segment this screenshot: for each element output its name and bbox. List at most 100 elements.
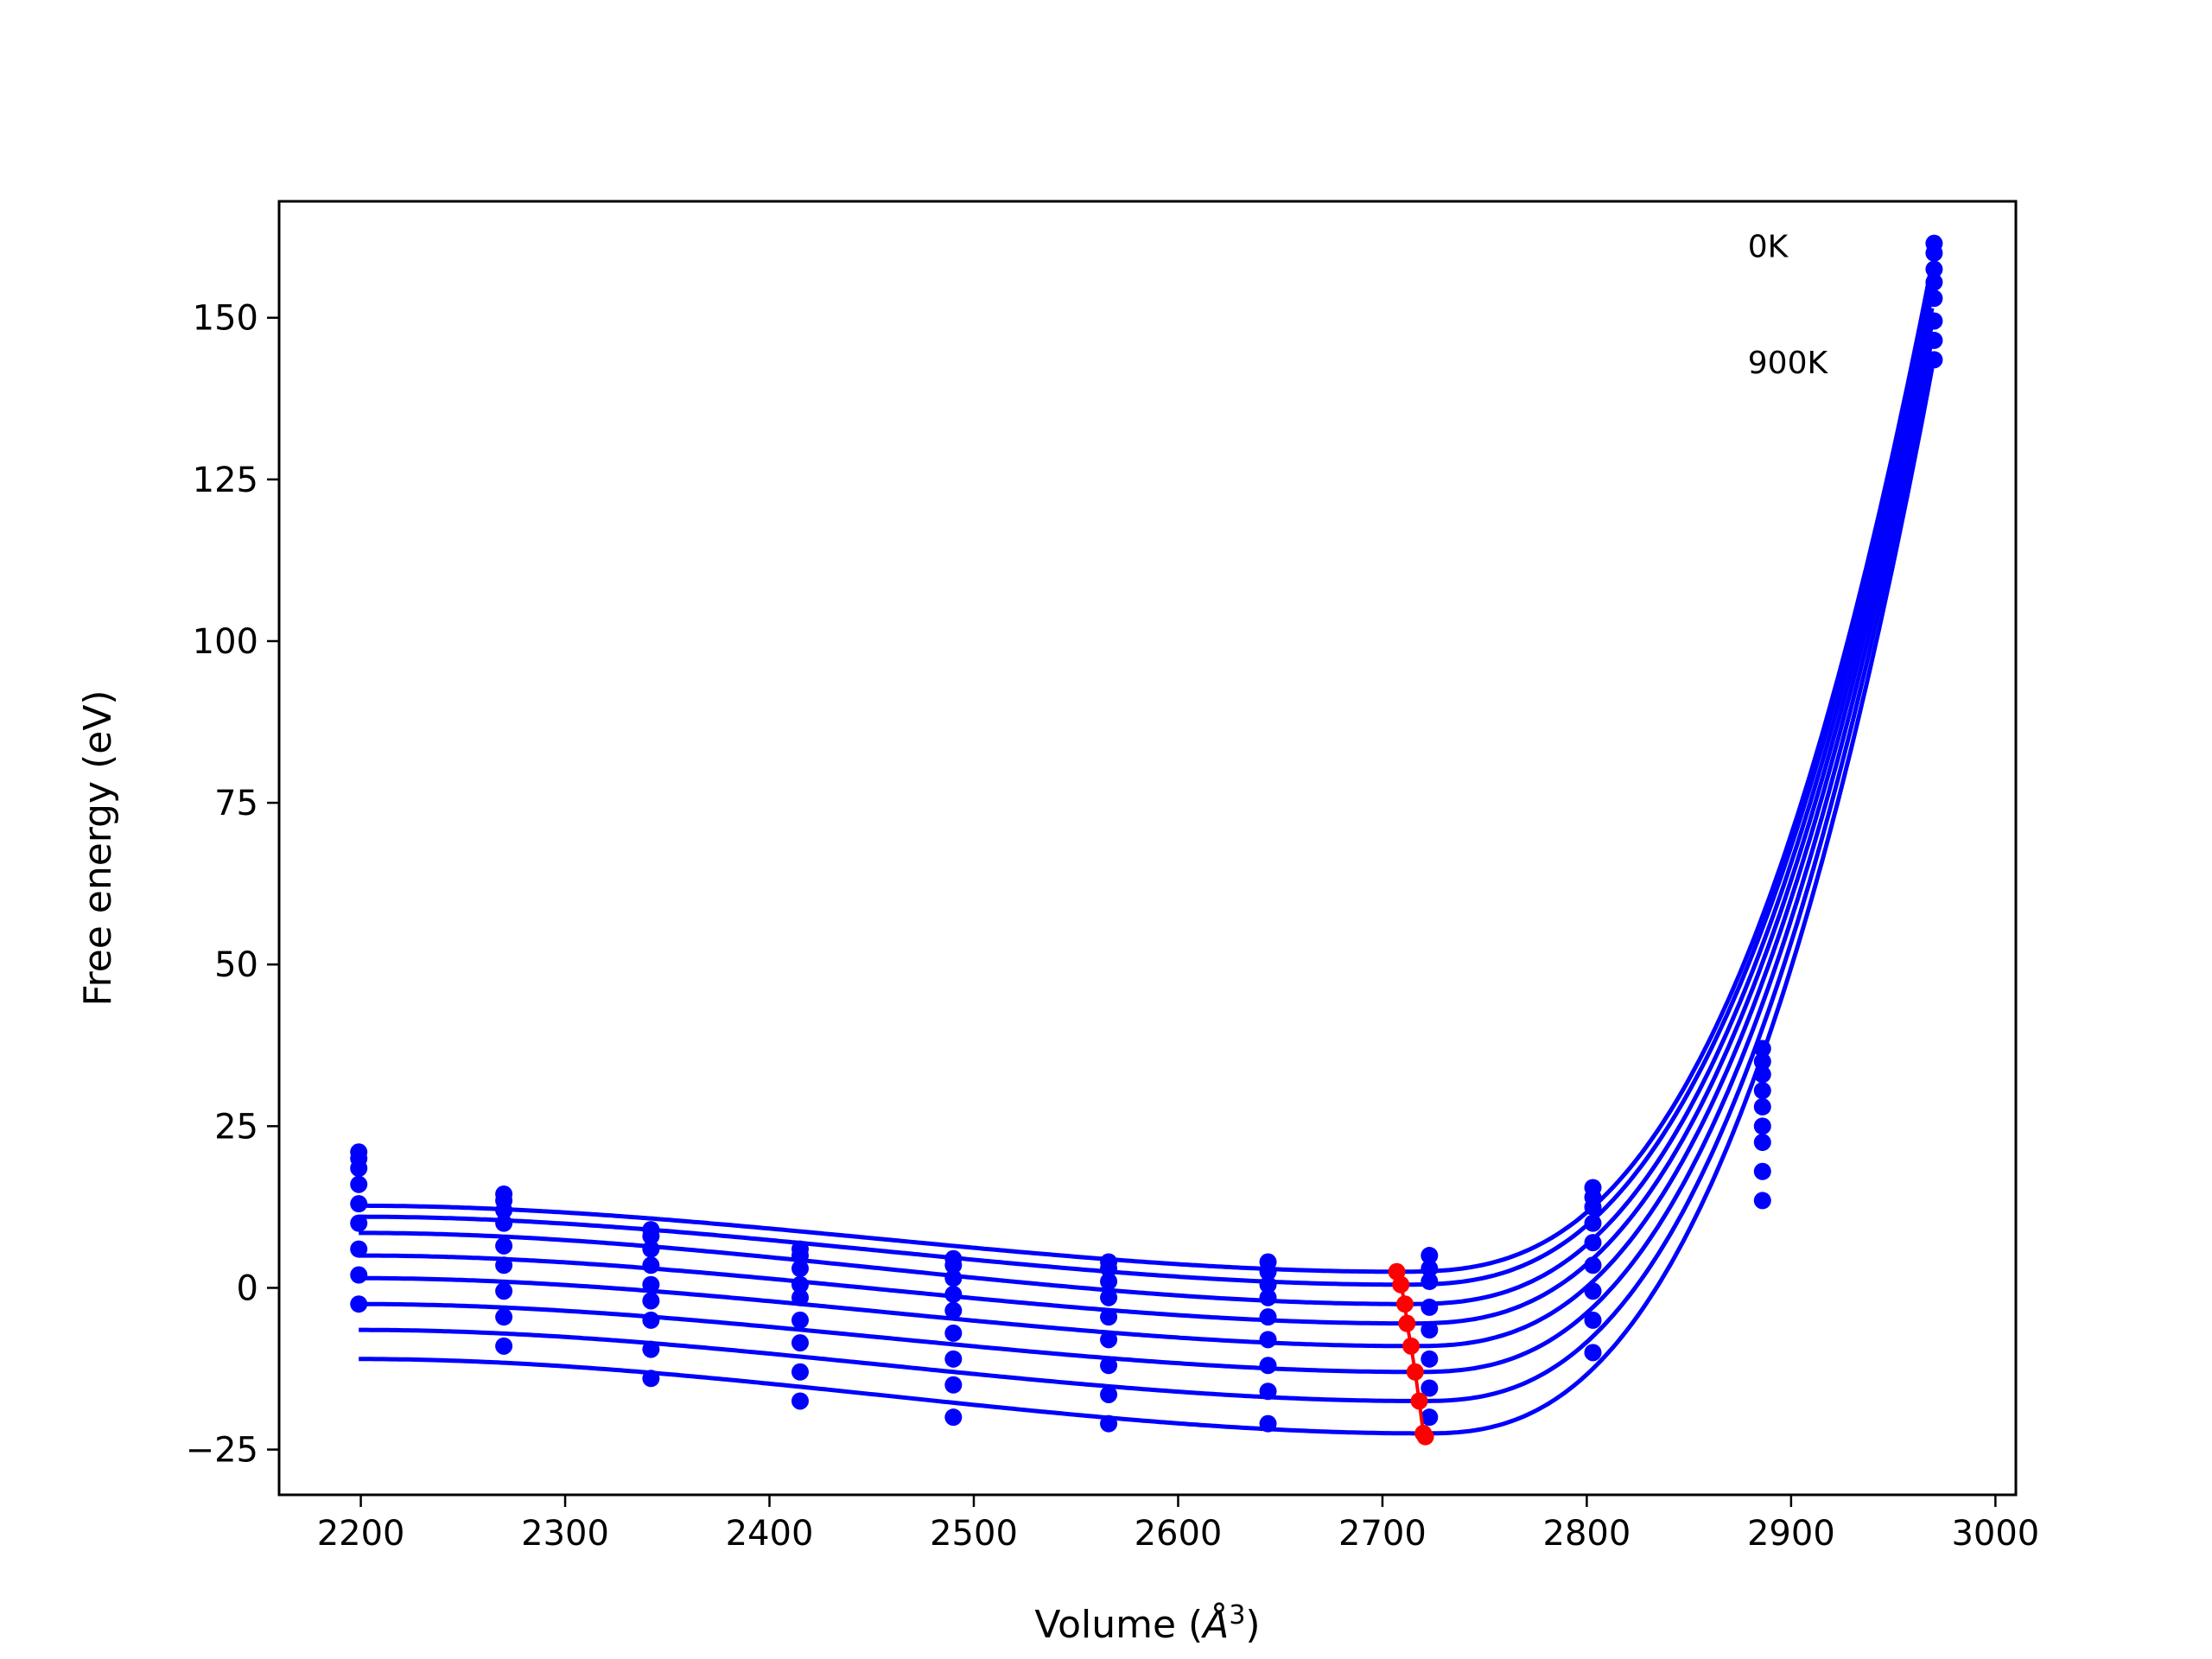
- x-axis-label: Volume (Å3): [1034, 1600, 1260, 1647]
- data-point: [1259, 1382, 1277, 1401]
- data-point: [1584, 1311, 1602, 1329]
- data-point: [1421, 1379, 1439, 1397]
- data-point: [1421, 1298, 1439, 1316]
- data-point: [495, 1337, 513, 1355]
- data-point: [642, 1227, 660, 1245]
- data-point: [1421, 1247, 1439, 1265]
- data-point: [1925, 244, 1943, 262]
- data-point: [350, 1160, 368, 1178]
- data-point: [791, 1311, 809, 1329]
- data-point: [944, 1408, 963, 1427]
- data-point: [1100, 1272, 1118, 1290]
- y-tick-label: 100: [193, 622, 258, 662]
- data-point: [944, 1376, 963, 1394]
- data-point: [350, 1195, 368, 1213]
- data-point: [1584, 1344, 1602, 1362]
- data-point: [642, 1292, 660, 1310]
- data-point: [944, 1269, 963, 1287]
- data-point: [1421, 1272, 1439, 1290]
- data-point: [495, 1282, 513, 1300]
- data-point: [1584, 1198, 1602, 1216]
- data-point: [350, 1175, 368, 1193]
- fit-curves: [359, 263, 1935, 1436]
- data-point: [1753, 1039, 1771, 1058]
- fit-curve: [359, 308, 1935, 1326]
- y-tick-label: 25: [214, 1107, 258, 1147]
- data-point: [350, 1266, 368, 1284]
- data-point: [1100, 1308, 1118, 1326]
- minimum-point: [1406, 1363, 1424, 1381]
- data-point: [495, 1308, 513, 1326]
- fit-curve: [359, 277, 1935, 1287]
- x-tick-label: 2500: [930, 1514, 1018, 1554]
- data-point: [1925, 273, 1943, 291]
- data-point: [791, 1392, 809, 1410]
- minimum-point: [1410, 1392, 1428, 1410]
- data-point: [495, 1214, 513, 1232]
- data-point: [1259, 1357, 1277, 1375]
- y-tick-label: 0: [237, 1268, 258, 1308]
- data-point: [495, 1256, 513, 1274]
- fit-curve: [359, 292, 1935, 1306]
- data-point: [1100, 1414, 1118, 1433]
- data-point: [642, 1311, 660, 1329]
- x-tick-label: 2200: [317, 1514, 405, 1554]
- data-point: [791, 1275, 809, 1294]
- data-point: [642, 1370, 660, 1388]
- minimum-point: [1398, 1314, 1416, 1332]
- data-point: [1753, 1097, 1771, 1116]
- data-point: [791, 1363, 809, 1381]
- x-tick-label: 2600: [1135, 1514, 1223, 1554]
- x-axis-ticks: 2200 2300 2400 2500 2600 2700 2800 2900 3000: [317, 1495, 2039, 1554]
- fit-curve: [359, 367, 1935, 1436]
- data-point: [642, 1275, 660, 1294]
- data-point: [1259, 1414, 1277, 1433]
- data-point: [1421, 1408, 1439, 1427]
- data-point: [1925, 312, 1943, 330]
- fit-curve: [359, 337, 1935, 1375]
- annotation-0k: 0K: [1748, 229, 1789, 264]
- fit-curve: [359, 353, 1935, 1403]
- y-tick-label: −25: [186, 1431, 258, 1471]
- data-point: [495, 1201, 513, 1219]
- plot-frame: [277, 200, 2018, 1497]
- data-point: [791, 1247, 809, 1265]
- minima-points: [1388, 1262, 1434, 1446]
- data-point: [944, 1324, 963, 1342]
- data-point: [1753, 1065, 1771, 1084]
- data-point: [1100, 1357, 1118, 1375]
- x-tick-label: 2900: [1747, 1514, 1835, 1554]
- data-points: [350, 234, 1943, 1433]
- data-point: [1925, 260, 1943, 278]
- y-tick-label: 125: [193, 461, 258, 500]
- data-point: [1584, 1214, 1602, 1232]
- data-point: [1753, 1052, 1771, 1071]
- y-axis-ticks: −25 0 25 50 75 100 125 150: [186, 299, 279, 1471]
- y-tick-label: 50: [214, 945, 258, 985]
- x-tick-label: 2800: [1543, 1514, 1631, 1554]
- data-point: [791, 1260, 809, 1278]
- data-point: [350, 1240, 368, 1258]
- data-point: [1259, 1331, 1277, 1349]
- data-point: [350, 1295, 368, 1313]
- data-point: [1925, 331, 1943, 349]
- data-point: [350, 1214, 368, 1232]
- data-point: [944, 1350, 963, 1368]
- minimum-point: [1395, 1295, 1414, 1313]
- data-point: [1259, 1262, 1277, 1281]
- data-point: [1753, 1134, 1771, 1152]
- data-point: [1584, 1282, 1602, 1300]
- data-point: [642, 1240, 660, 1258]
- fit-curve: [359, 263, 1935, 1274]
- data-point: [791, 1288, 809, 1306]
- data-point: [944, 1285, 963, 1303]
- data-point: [1584, 1234, 1602, 1252]
- data-point: [642, 1256, 660, 1274]
- data-point: [1753, 1162, 1771, 1180]
- data-point: [1100, 1385, 1118, 1403]
- data-point: [1753, 1082, 1771, 1100]
- data-point: [1925, 351, 1943, 369]
- data-point: [1925, 289, 1943, 308]
- minimum-point: [1416, 1427, 1434, 1446]
